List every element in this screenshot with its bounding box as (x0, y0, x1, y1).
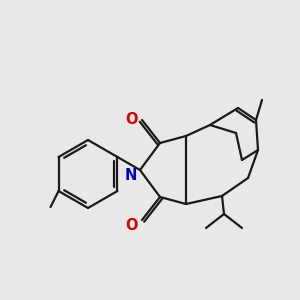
Text: N: N (125, 167, 137, 182)
Text: O: O (125, 218, 137, 232)
Text: O: O (125, 112, 137, 128)
